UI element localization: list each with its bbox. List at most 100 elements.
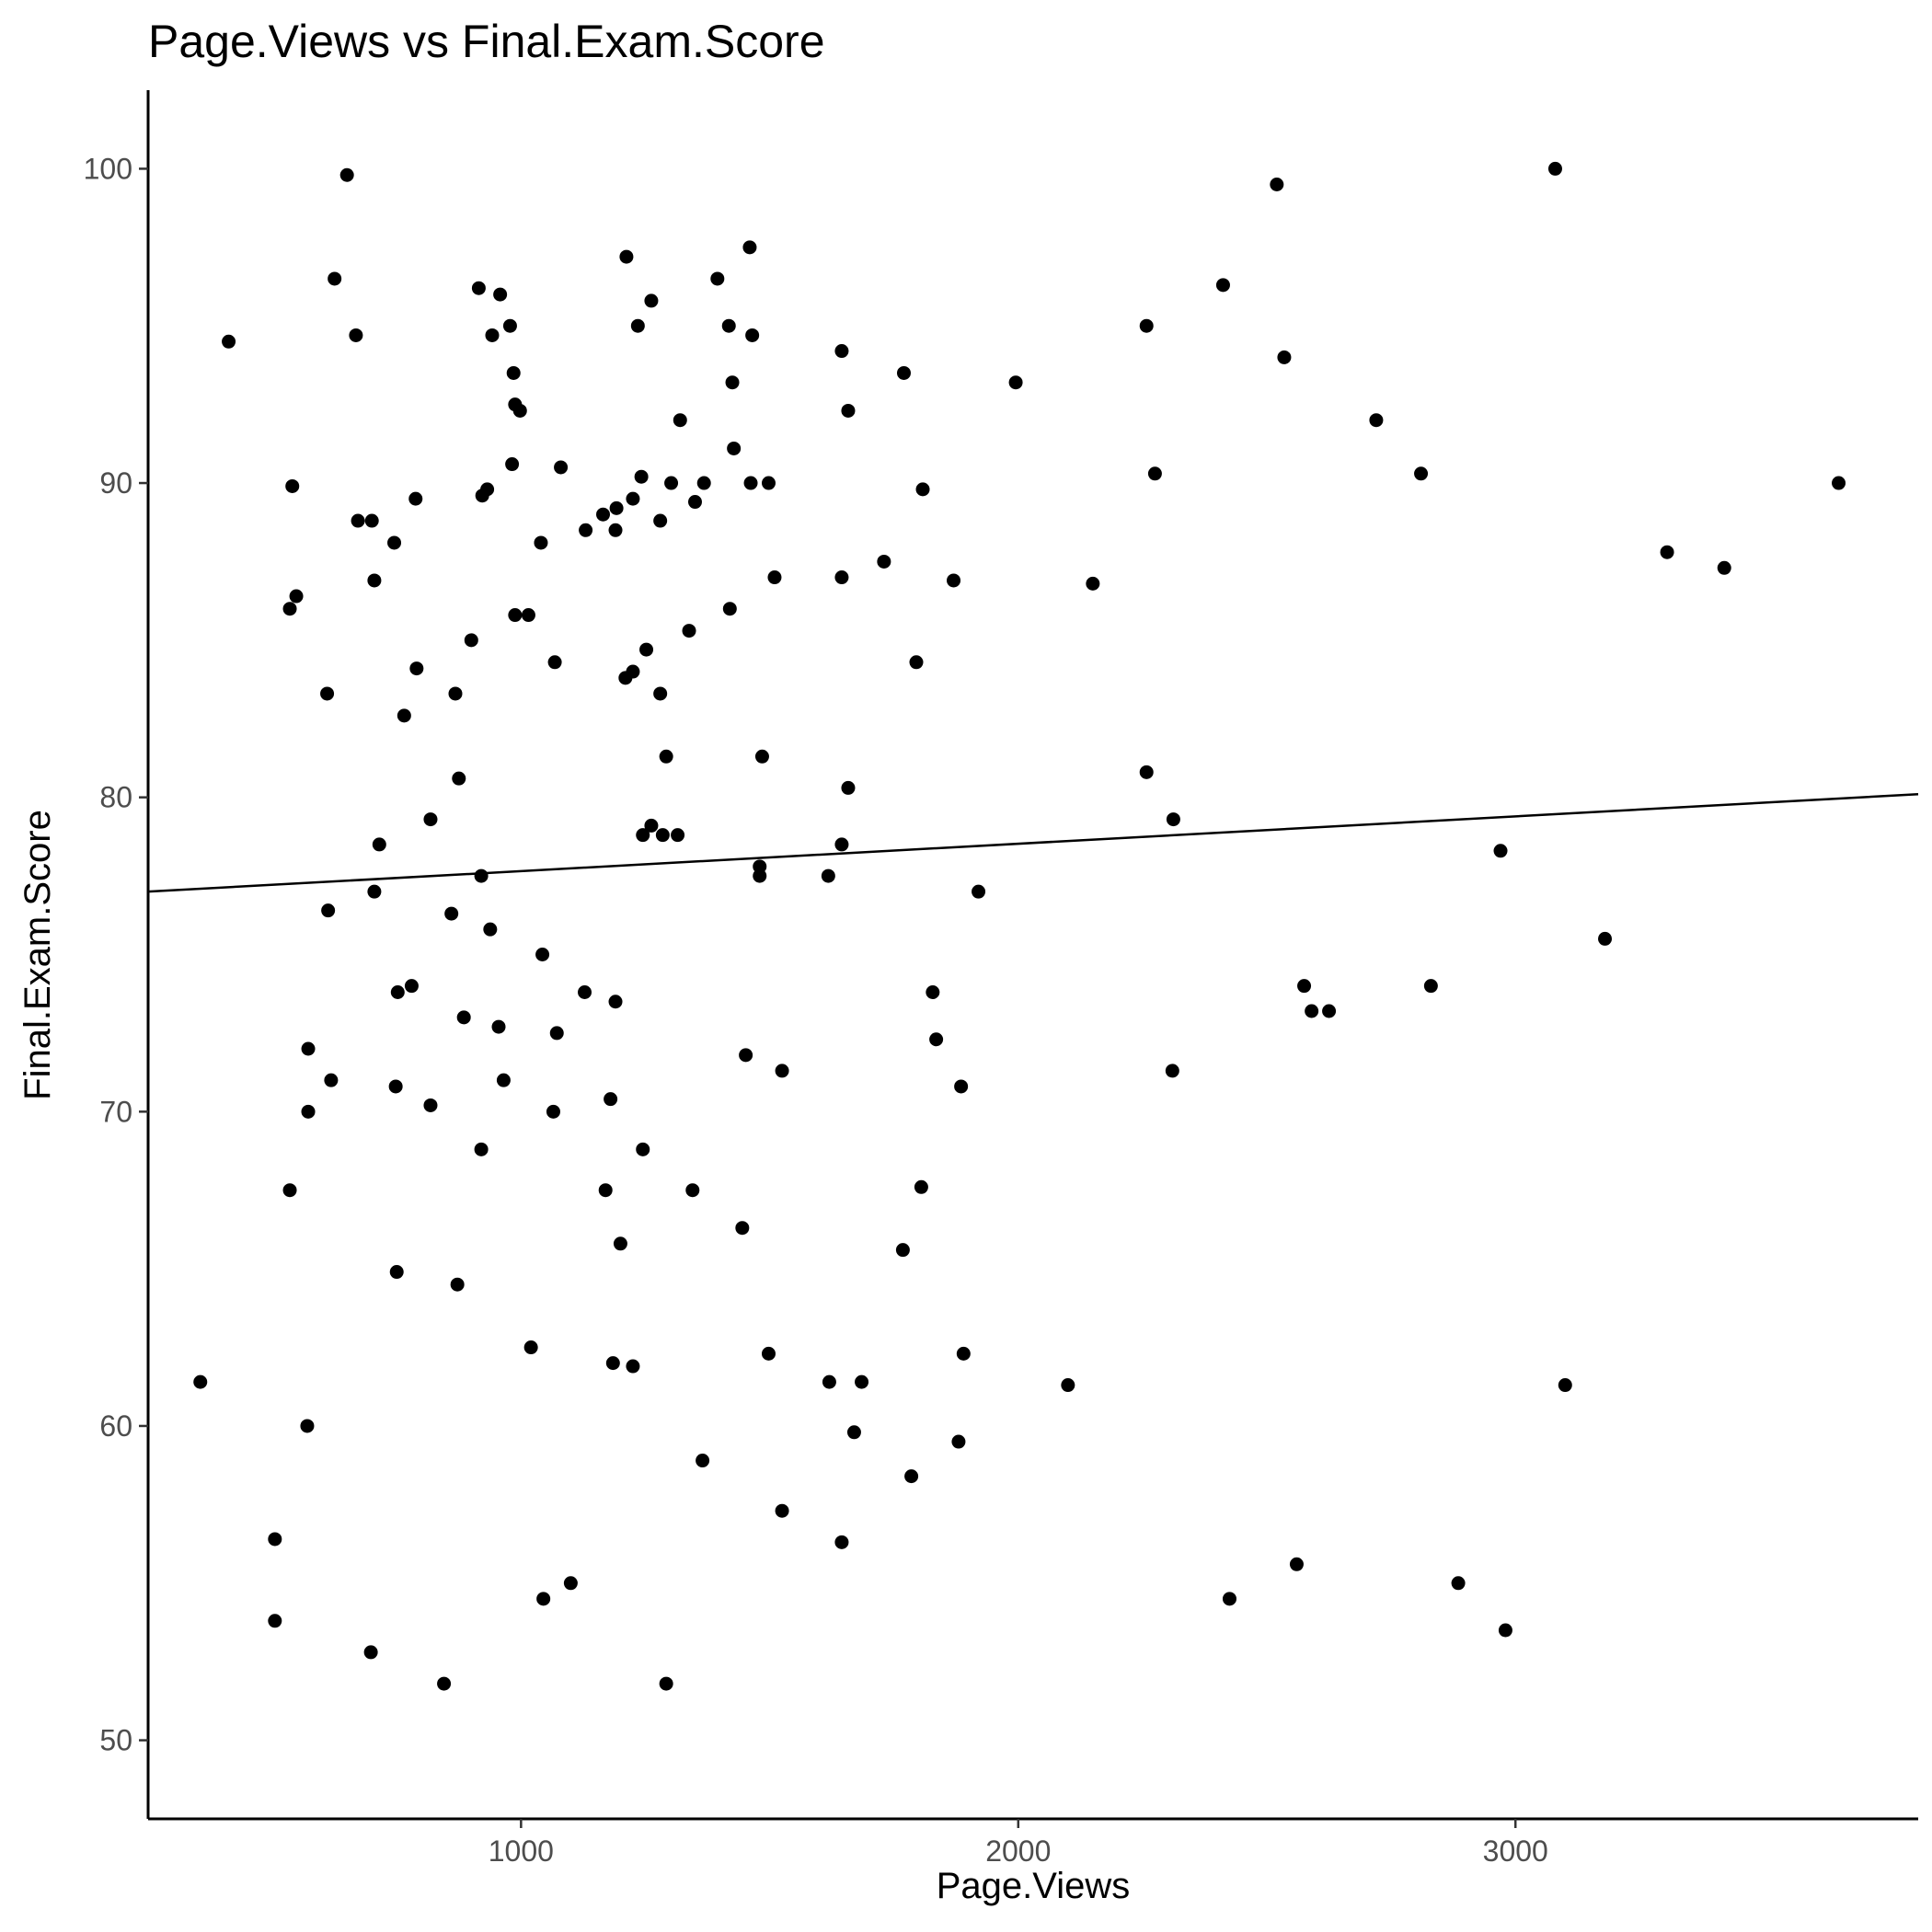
data-point-129 xyxy=(821,868,835,883)
data-point-152 xyxy=(1270,177,1284,191)
data-point-99 xyxy=(671,828,685,843)
data-point-90 xyxy=(639,642,654,657)
data-point-41 xyxy=(363,1645,378,1660)
data-point-11 xyxy=(367,573,382,588)
data-point-39 xyxy=(268,1532,282,1547)
data-point-119 xyxy=(834,344,849,359)
data-point-104 xyxy=(608,995,623,1009)
data-point-4 xyxy=(193,1374,208,1389)
data-point-116 xyxy=(696,1454,710,1468)
data-point-128 xyxy=(834,837,849,852)
data-point-107 xyxy=(604,1092,618,1107)
data-point-58 xyxy=(547,655,562,670)
data-point-75 xyxy=(673,413,687,428)
data-point-153 xyxy=(1277,350,1292,364)
data-point-47 xyxy=(506,365,521,380)
data-point-10 xyxy=(364,513,379,528)
data-point-130 xyxy=(972,884,986,899)
data-point-135 xyxy=(895,1243,910,1258)
data-point-12 xyxy=(387,535,402,550)
data-point-168 xyxy=(1660,545,1674,559)
data-point-163 xyxy=(1493,844,1508,858)
data-point-155 xyxy=(1305,1004,1319,1018)
data-point-54 xyxy=(508,608,523,623)
data-point-53 xyxy=(464,633,478,648)
data-point-150 xyxy=(1061,1378,1075,1393)
data-point-8 xyxy=(320,686,335,701)
data-point-132 xyxy=(929,1032,944,1047)
data-point-17 xyxy=(452,771,466,786)
data-point-13 xyxy=(408,491,423,506)
data-point-138 xyxy=(956,1346,971,1361)
data-point-95 xyxy=(659,749,673,764)
data-point-143 xyxy=(1008,375,1023,390)
data-point-62 xyxy=(546,1104,560,1119)
data-point-84 xyxy=(696,476,711,490)
data-point-0 xyxy=(222,334,236,349)
data-point-76 xyxy=(579,523,593,537)
data-point-67 xyxy=(644,293,659,308)
data-point-156 xyxy=(1322,1004,1337,1018)
x-tick-label: 2000 xyxy=(985,1834,1051,1868)
data-point-50 xyxy=(505,457,520,472)
data-point-100 xyxy=(754,749,769,764)
data-point-159 xyxy=(1369,413,1384,428)
data-point-111 xyxy=(735,1221,750,1236)
data-point-19 xyxy=(372,837,386,852)
y-axis-ticks: 50 60 70 80 90 100 xyxy=(84,152,148,1757)
data-point-83 xyxy=(664,476,679,490)
data-point-80 xyxy=(634,469,649,484)
data-point-60 xyxy=(535,948,550,961)
data-point-87 xyxy=(761,476,776,490)
x-tick-label: 1000 xyxy=(489,1834,554,1868)
data-point-93 xyxy=(722,602,737,616)
data-point-102 xyxy=(753,868,767,883)
data-point-97 xyxy=(636,828,650,843)
data-point-37 xyxy=(450,1277,465,1292)
trend-line xyxy=(147,793,1919,893)
data-point-126 xyxy=(909,655,924,670)
data-point-5 xyxy=(285,478,300,493)
data-point-121 xyxy=(896,365,911,380)
y-tick-label: 100 xyxy=(84,152,132,185)
data-point-96 xyxy=(644,818,659,833)
data-point-31 xyxy=(496,1073,511,1087)
y-tick-label: 90 xyxy=(99,466,132,500)
x-axis-ticks: 1000 2000 3000 xyxy=(489,1819,1548,1868)
data-point-34 xyxy=(474,1142,489,1156)
data-point-127 xyxy=(841,780,856,795)
data-point-64 xyxy=(536,1592,551,1606)
data-point-91 xyxy=(653,686,668,701)
data-point-68 xyxy=(630,318,645,333)
data-point-42 xyxy=(437,1676,452,1691)
data-point-144 xyxy=(1086,576,1100,591)
data-point-114 xyxy=(626,1359,640,1374)
data-point-158 xyxy=(1289,1557,1304,1571)
data-point-120 xyxy=(841,403,856,418)
data-point-151 xyxy=(1215,278,1230,293)
data-point-46 xyxy=(485,328,500,342)
data-point-131 xyxy=(926,984,940,999)
data-point-9 xyxy=(351,513,365,528)
y-tick-label: 60 xyxy=(99,1409,132,1443)
data-point-2 xyxy=(328,271,342,286)
data-point-20 xyxy=(367,884,382,899)
data-point-137 xyxy=(855,1374,869,1389)
data-point-49 xyxy=(512,403,527,418)
data-point-170 xyxy=(1832,476,1846,490)
chart-title: Page.Views vs Final.Exam.Score xyxy=(148,16,825,67)
data-point-3 xyxy=(349,328,363,342)
data-point-140 xyxy=(951,1434,966,1449)
data-point-142 xyxy=(834,1535,849,1549)
data-point-16 xyxy=(448,686,463,701)
data-point-122 xyxy=(834,570,849,585)
y-tick-label: 50 xyxy=(99,1724,132,1757)
data-point-44 xyxy=(493,287,508,302)
x-axis-label: Page.Views xyxy=(937,1866,1131,1906)
data-point-81 xyxy=(608,523,623,537)
data-point-115 xyxy=(761,1346,776,1361)
data-point-23 xyxy=(483,922,498,937)
data-point-43 xyxy=(471,281,486,295)
data-point-105 xyxy=(739,1048,753,1063)
data-point-113 xyxy=(605,1356,620,1371)
